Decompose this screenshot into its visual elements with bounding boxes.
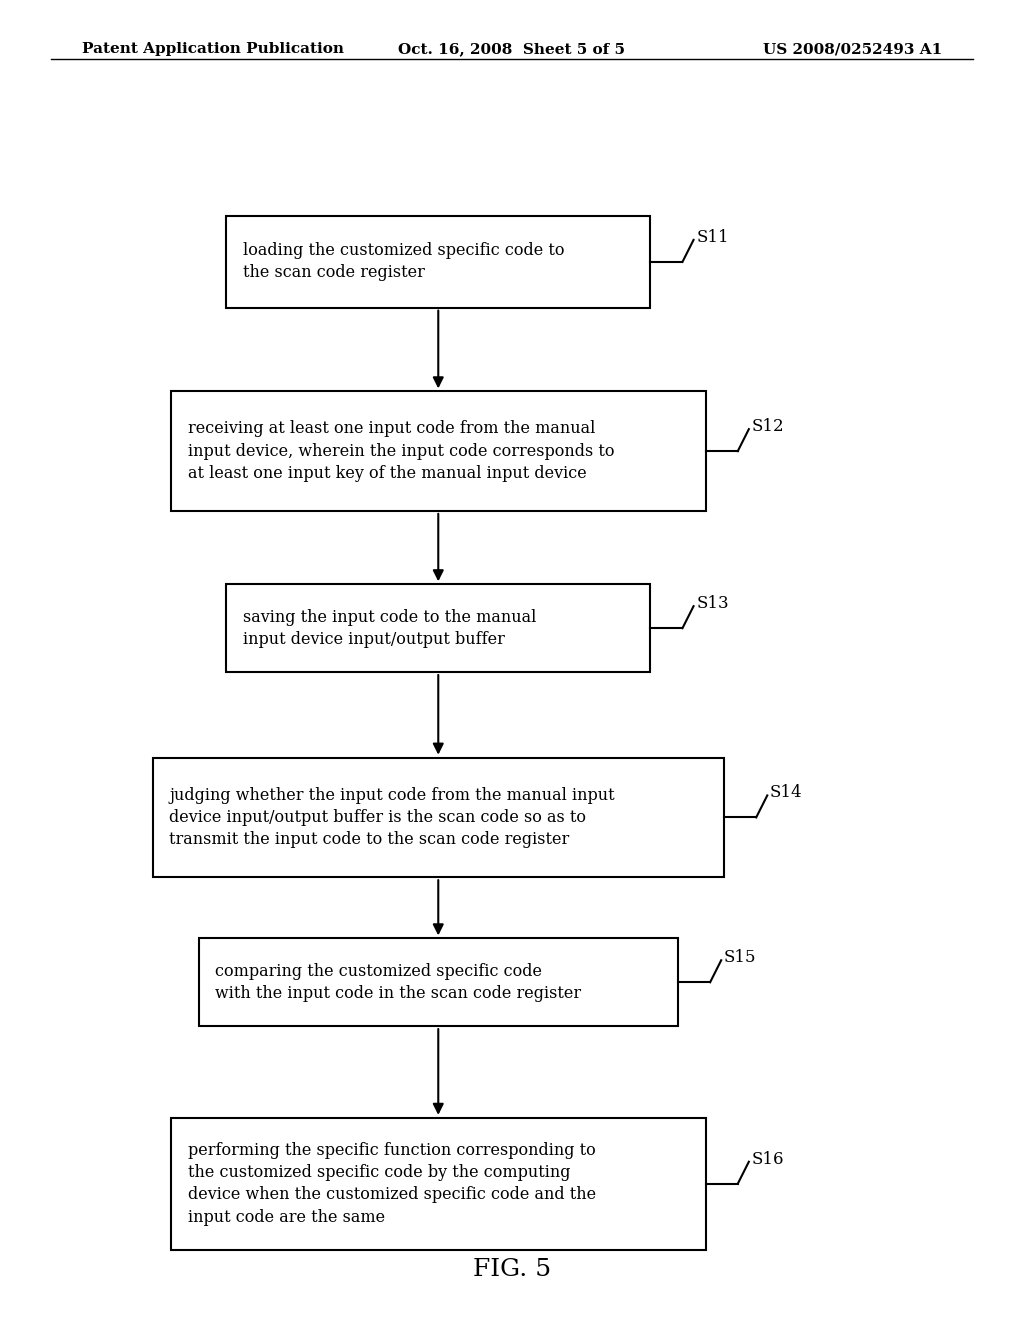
Text: S15: S15	[724, 949, 757, 966]
Text: FIG. 5: FIG. 5	[473, 1258, 551, 1282]
Text: S13: S13	[696, 595, 729, 612]
Bar	[171, 391, 706, 511]
Text: S11: S11	[696, 228, 729, 246]
Text: saving the input code to the manual
input device input/output buffer: saving the input code to the manual inpu…	[243, 609, 537, 648]
Text: receiving at least one input code from the manual
input device, wherein the inpu: receiving at least one input code from t…	[187, 420, 614, 482]
Bar	[226, 585, 650, 672]
Text: S14: S14	[770, 784, 803, 801]
Text: S12: S12	[752, 418, 784, 436]
Text: Patent Application Publication: Patent Application Publication	[82, 42, 344, 57]
Bar	[171, 1118, 706, 1250]
Bar	[199, 939, 678, 1026]
Text: loading the customized specific code to
the scan code register: loading the customized specific code to …	[243, 243, 564, 281]
Text: US 2008/0252493 A1: US 2008/0252493 A1	[763, 42, 942, 57]
Bar	[226, 216, 650, 308]
Text: Oct. 16, 2008  Sheet 5 of 5: Oct. 16, 2008 Sheet 5 of 5	[398, 42, 626, 57]
Text: comparing the customized specific code
with the input code in the scan code regi: comparing the customized specific code w…	[215, 962, 582, 1002]
Text: S16: S16	[752, 1151, 784, 1168]
Text: performing the specific function corresponding to
the customized specific code b: performing the specific function corresp…	[187, 1142, 596, 1225]
Bar	[153, 758, 724, 878]
Text: judging whether the input code from the manual input
device input/output buffer : judging whether the input code from the …	[169, 787, 614, 849]
